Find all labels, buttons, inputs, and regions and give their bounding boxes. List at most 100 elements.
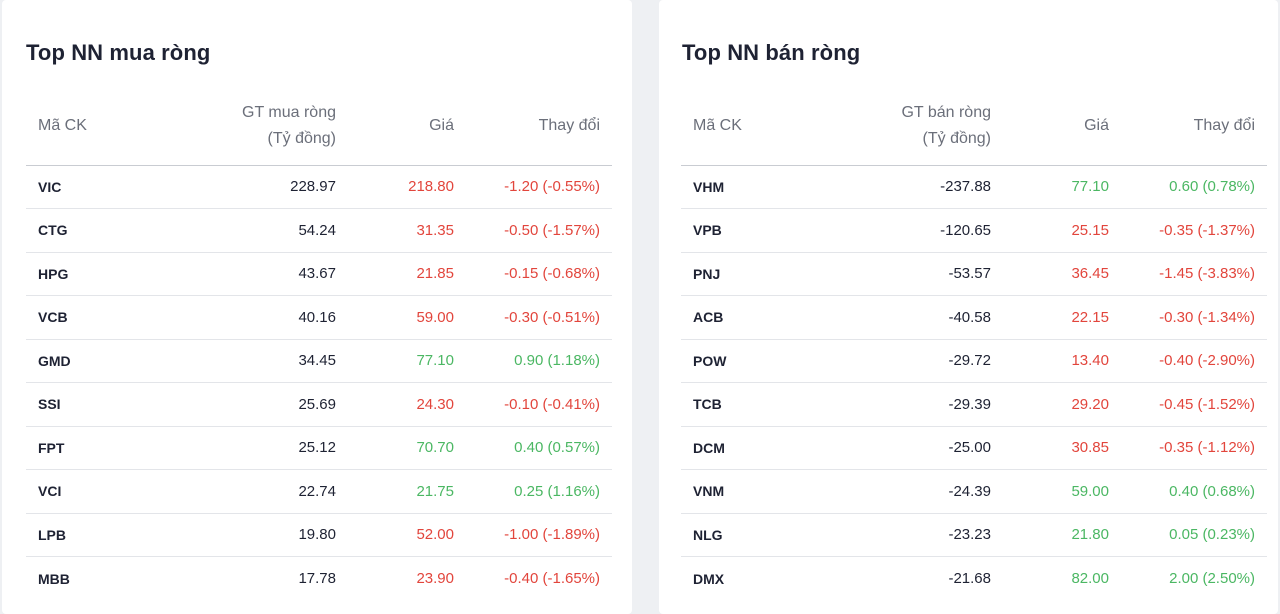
table-row[interactable]: NLG -23.23 21.80 0.05 (0.23%) <box>681 513 1267 557</box>
row-price: 29.20 <box>991 382 1109 427</box>
header-change[interactable]: Thay đổi <box>454 88 612 166</box>
row-symbol[interactable]: LPB <box>26 513 156 557</box>
header-price[interactable]: Giá <box>336 88 454 166</box>
header-net-buy-value-line2: (Tỷ đồng) <box>267 130 336 148</box>
row-change: -0.40 (-2.90%) <box>1109 339 1267 383</box>
row-change: -0.40 (-1.65%) <box>504 570 600 587</box>
row-change: -0.35 (-1.37%) <box>1109 208 1267 253</box>
row-value: 54.24 <box>156 208 336 253</box>
table-row[interactable]: TCB -29.39 29.20 -0.45 (-1.52%) <box>681 382 1267 427</box>
row-symbol[interactable]: VCB <box>26 295 156 340</box>
header-net-sell-value[interactable]: GT bán ròng (Tỷ đồng) <box>811 88 991 166</box>
top-net-buy-title: Top NN mua ròng <box>26 40 211 65</box>
row-price: 23.90 <box>416 570 454 587</box>
table-row[interactable]: HPG 43.67 21.85 -0.15 (-0.68%) <box>26 252 612 296</box>
top-net-buy-card: Top NN mua ròng Mã CK GT mua ròng (Tỷ đồ… <box>2 0 632 614</box>
row-value: 40.16 <box>156 295 336 340</box>
row-symbol[interactable]: TCB <box>681 382 811 427</box>
table-row[interactable]: MBB 17.78 23.90 -0.40 (-1.65%) <box>26 557 612 601</box>
header-price[interactable]: Giá <box>991 88 1109 166</box>
header-net-buy-value-line1: GT mua ròng <box>242 104 336 122</box>
row-price: 59.00 <box>336 295 454 340</box>
table-row[interactable]: CTG 54.24 31.35 -0.50 (-1.57%) <box>26 208 612 253</box>
row-value: -237.88 <box>811 165 991 209</box>
header-net-buy-value[interactable]: GT mua ròng (Tỷ đồng) <box>156 88 336 166</box>
row-change: -1.20 (-0.55%) <box>454 165 612 209</box>
row-value: 34.45 <box>156 339 336 383</box>
row-symbol[interactable]: CTG <box>26 208 156 253</box>
header-net-sell-value-line2: (Tỷ đồng) <box>922 130 991 148</box>
row-symbol[interactable]: VPB <box>681 208 811 253</box>
table-row[interactable]: VPB -120.65 25.15 -0.35 (-1.37%) <box>681 208 1267 253</box>
row-symbol[interactable]: POW <box>681 339 811 383</box>
row-price: 21.80 <box>991 513 1109 557</box>
row-change: -1.00 (-1.89%) <box>454 513 612 557</box>
header-net-sell-value-line1: GT bán ròng <box>901 104 991 122</box>
header-symbol[interactable]: Mã CK <box>681 88 811 166</box>
row-price: 13.40 <box>991 339 1109 383</box>
header-change[interactable]: Thay đổi <box>1109 88 1267 166</box>
row-price: 77.10 <box>336 339 454 383</box>
row-symbol[interactable]: SSI <box>26 382 156 427</box>
table-row[interactable]: PNJ -53.57 36.45 -1.45 (-3.83%) <box>681 252 1267 296</box>
row-value: 22.74 <box>156 469 336 514</box>
table-row[interactable]: POW -29.72 13.40 -0.40 (-2.90%) <box>681 339 1267 383</box>
row-change: -0.15 (-0.68%) <box>454 252 612 296</box>
table-row[interactable]: ACB -40.58 22.15 -0.30 (-1.34%) <box>681 295 1267 340</box>
row-symbol[interactable]: ACB <box>681 295 811 340</box>
row-change: -0.35 (-1.12%) <box>1109 426 1267 470</box>
row-value: 25.12 <box>156 426 336 470</box>
table-row[interactable]: VIC 228.97 218.80 -1.20 (-0.55%) <box>26 165 612 209</box>
row-symbol[interactable]: GMD <box>26 339 156 383</box>
row-symbol[interactable]: VIC <box>26 165 156 209</box>
row-change: -0.30 (-0.51%) <box>454 295 612 340</box>
row-symbol[interactable]: MBB <box>38 570 70 587</box>
row-price: 24.30 <box>336 382 454 427</box>
table-row[interactable]: VHM -237.88 77.10 0.60 (0.78%) <box>681 165 1267 209</box>
table-row[interactable]: VCI 22.74 21.75 0.25 (1.16%) <box>26 469 612 514</box>
row-symbol[interactable]: DMX <box>693 570 725 587</box>
row-change: -0.45 (-1.52%) <box>1109 382 1267 427</box>
table-row[interactable]: VNM -24.39 59.00 0.40 (0.68%) <box>681 469 1267 514</box>
row-value: -120.65 <box>811 208 991 253</box>
row-symbol[interactable]: VHM <box>681 165 811 209</box>
table-row[interactable]: DMX -21.68 82.00 2.00 (2.50%) <box>681 557 1267 601</box>
row-value: -29.39 <box>811 382 991 427</box>
top-net-sell-table: Mã CK GT bán ròng (Tỷ đồng) Giá Thay đổi… <box>681 88 1267 600</box>
row-price: 82.00 <box>1071 570 1109 587</box>
row-change: -0.10 (-0.41%) <box>454 382 612 427</box>
row-price: 21.85 <box>336 252 454 296</box>
row-symbol[interactable]: DCM <box>681 426 811 470</box>
row-price: 25.15 <box>991 208 1109 253</box>
row-change: -0.50 (-1.57%) <box>454 208 612 253</box>
row-symbol[interactable]: NLG <box>681 513 811 557</box>
row-change: 2.00 (2.50%) <box>1169 570 1255 587</box>
row-price: 70.70 <box>336 426 454 470</box>
row-value: -23.23 <box>811 513 991 557</box>
row-symbol[interactable]: HPG <box>26 252 156 296</box>
top-net-sell-title: Top NN bán ròng <box>682 40 861 65</box>
row-symbol[interactable]: PNJ <box>681 252 811 296</box>
row-value: -25.00 <box>811 426 991 470</box>
row-change: 0.25 (1.16%) <box>454 469 612 514</box>
row-symbol[interactable]: FPT <box>26 426 156 470</box>
row-price: 52.00 <box>336 513 454 557</box>
header-symbol[interactable]: Mã CK <box>26 88 156 166</box>
table-header-row: Mã CK GT bán ròng (Tỷ đồng) Giá Thay đổi <box>681 88 1267 166</box>
table-row[interactable]: DCM -25.00 30.85 -0.35 (-1.12%) <box>681 426 1267 470</box>
top-net-sell-card: Top NN bán ròng Mã CK GT bán ròng (Tỷ đồ… <box>659 0 1278 614</box>
row-price: 218.80 <box>336 165 454 209</box>
row-value: -24.39 <box>811 469 991 514</box>
row-symbol[interactable]: VNM <box>681 469 811 514</box>
table-row[interactable]: FPT 25.12 70.70 0.40 (0.57%) <box>26 426 612 470</box>
top-net-sell-rows: VHM -237.88 77.10 0.60 (0.78%) VPB -120.… <box>681 165 1267 600</box>
row-price: 21.75 <box>336 469 454 514</box>
table-row[interactable]: SSI 25.69 24.30 -0.10 (-0.41%) <box>26 382 612 427</box>
table-row[interactable]: GMD 34.45 77.10 0.90 (1.18%) <box>26 339 612 383</box>
row-symbol[interactable]: VCI <box>26 469 156 514</box>
row-value: -21.68 <box>948 570 991 587</box>
row-value: 25.69 <box>156 382 336 427</box>
table-row[interactable]: VCB 40.16 59.00 -0.30 (-0.51%) <box>26 295 612 340</box>
table-row[interactable]: LPB 19.80 52.00 -1.00 (-1.89%) <box>26 513 612 557</box>
